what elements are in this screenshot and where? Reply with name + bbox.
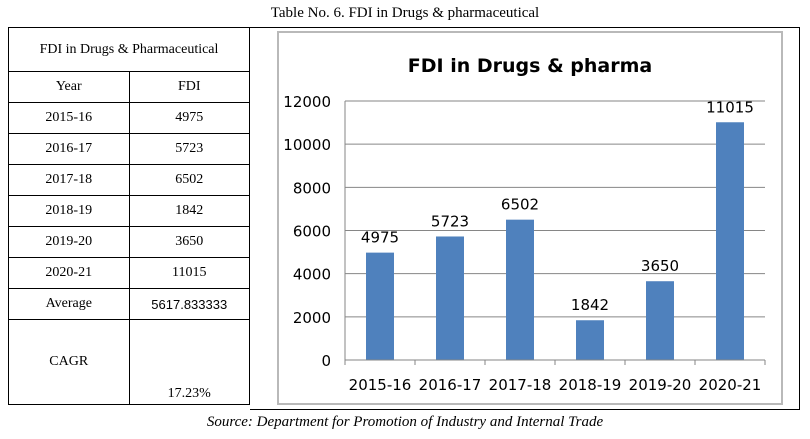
row-year: 2016-17 xyxy=(8,133,130,165)
row-fdi: 3650 xyxy=(128,226,250,258)
x-tick-label: 2019-20 xyxy=(629,376,692,394)
cagr-value: 17.23% xyxy=(128,319,250,405)
bar-chart: FDI in Drugs & pharma 4975 5723 6502 1842 36… xyxy=(283,55,766,394)
data-label: 11015 xyxy=(706,98,754,116)
header-fdi: FDI xyxy=(128,71,250,103)
row-fdi: 6502 xyxy=(128,164,250,196)
average-row: Average 5617.833333 xyxy=(8,288,250,320)
source-note: Source: Department for Promotion of Indu… xyxy=(206,414,604,430)
bar xyxy=(436,236,464,360)
average-value: 5617.833333 xyxy=(128,288,250,320)
row-year: 2017-18 xyxy=(8,164,130,196)
data-label: 1842 xyxy=(571,296,609,314)
table-header-row: Year FDI xyxy=(8,71,250,103)
y-tick-label: 10000 xyxy=(283,136,331,154)
x-tick-label: 2016-17 xyxy=(419,376,482,394)
y-tick-label: 6000 xyxy=(293,223,331,241)
table-title: FDI in Drugs & Pharmaceutical xyxy=(8,27,250,72)
cagr-row: CAGR 17.23% xyxy=(8,319,250,405)
row-fdi: 1842 xyxy=(128,195,250,227)
header-year: Year xyxy=(8,71,130,103)
row-year: 2018-19 xyxy=(8,195,130,227)
cagr-label: CAGR xyxy=(8,319,130,405)
bar xyxy=(576,320,604,360)
data-label: 3650 xyxy=(641,257,679,275)
table-row: 2015-16 4975 xyxy=(8,102,250,134)
data-label: 4975 xyxy=(361,229,399,247)
data-label: 5723 xyxy=(431,212,469,230)
row-year: 2020-21 xyxy=(8,257,130,289)
x-tick-label: 2020-21 xyxy=(699,376,762,394)
y-tick-label: 2000 xyxy=(293,309,331,327)
table-caption: Table No. 6. FDI in Drugs & pharmaceutic… xyxy=(270,5,540,21)
y-tick-label: 4000 xyxy=(293,266,331,284)
x-tick-label: 2017-18 xyxy=(489,376,552,394)
bar xyxy=(716,122,744,360)
chart-frame xyxy=(250,27,800,410)
row-fdi: 5723 xyxy=(128,133,250,165)
table-row: 2018-19 1842 xyxy=(8,195,250,227)
table-row: 2016-17 5723 xyxy=(8,133,250,165)
y-tick-label: 0 xyxy=(321,352,331,370)
table-row: 2017-18 6502 xyxy=(8,164,250,196)
bar xyxy=(366,252,394,360)
average-label: Average xyxy=(8,288,130,320)
chart-area: FDI in Drugs & pharma 4975 5723 6502 1842 36… xyxy=(277,31,783,405)
row-year: 2015-16 xyxy=(8,102,130,134)
bar xyxy=(506,219,534,360)
data-label: 6502 xyxy=(501,196,539,214)
chart-title: FDI in Drugs & pharma xyxy=(408,55,652,77)
table-row: 2019-20 3650 xyxy=(8,226,250,258)
fdi-table: FDI in Drugs & Pharmaceutical Year FDI 2… xyxy=(8,27,250,405)
row-fdi: 4975 xyxy=(128,102,250,134)
row-year: 2019-20 xyxy=(8,226,130,258)
y-tick-label: 12000 xyxy=(283,93,331,111)
y-tick-label: 8000 xyxy=(293,179,331,197)
table-row: 2020-21 11015 xyxy=(8,257,250,289)
x-tick-label: 2018-19 xyxy=(559,376,622,394)
bar xyxy=(646,281,674,360)
x-tick-label: 2015-16 xyxy=(349,376,412,394)
row-fdi: 11015 xyxy=(128,257,250,289)
